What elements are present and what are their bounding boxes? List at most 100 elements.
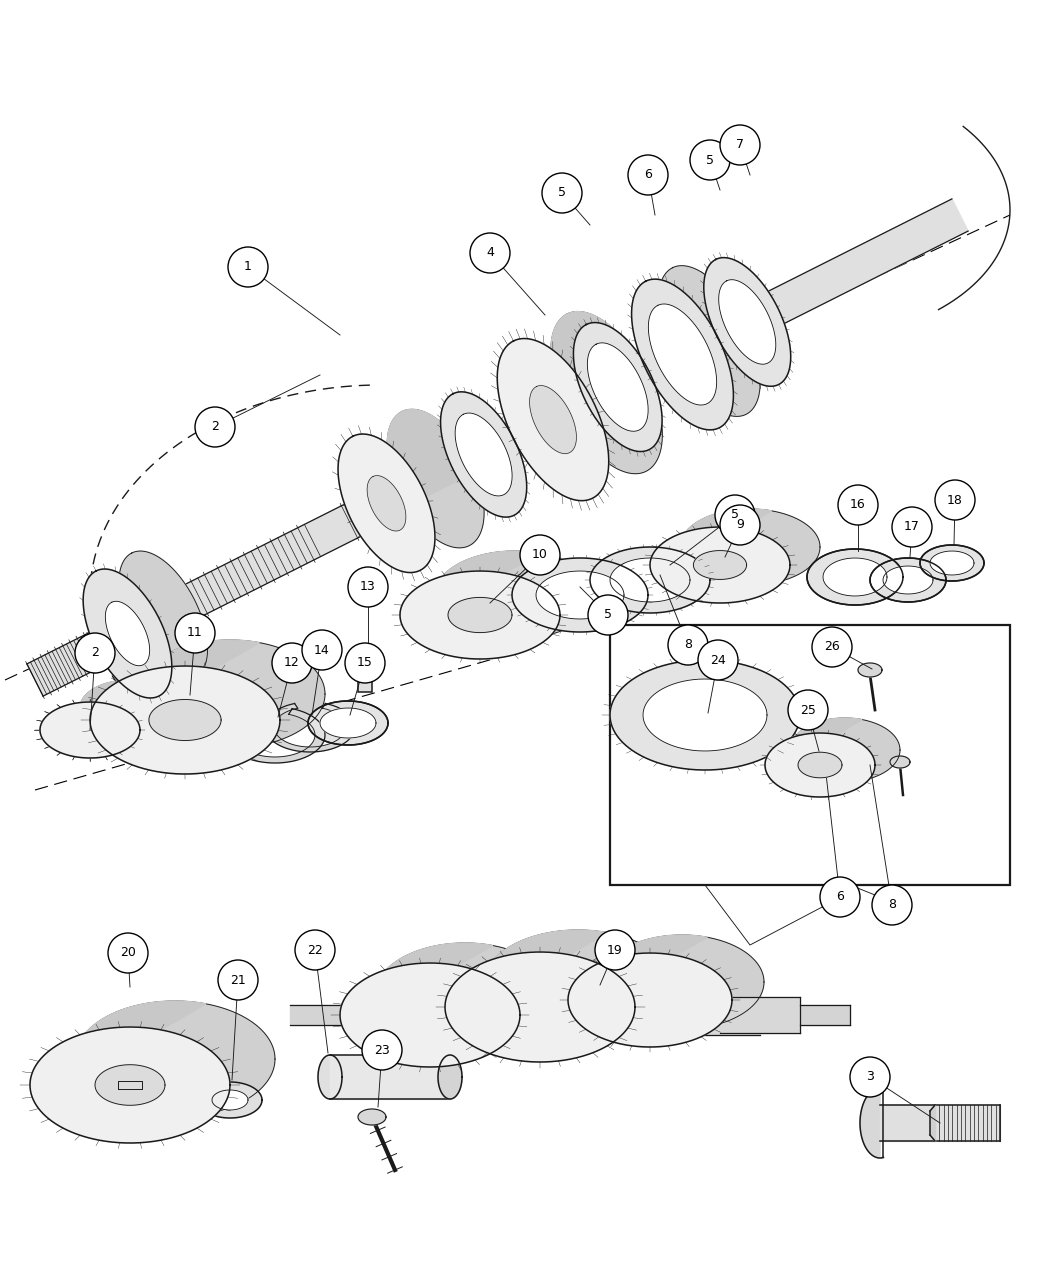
- Polygon shape: [375, 944, 555, 1047]
- Polygon shape: [212, 1090, 248, 1111]
- Polygon shape: [445, 929, 607, 1062]
- Text: 6: 6: [644, 168, 652, 181]
- Polygon shape: [483, 929, 673, 1040]
- Polygon shape: [573, 323, 663, 451]
- Polygon shape: [600, 935, 764, 1029]
- Circle shape: [272, 643, 312, 683]
- Polygon shape: [94, 1065, 165, 1105]
- Circle shape: [788, 690, 828, 731]
- Text: 9: 9: [736, 519, 744, 532]
- Polygon shape: [90, 640, 259, 774]
- Text: 8: 8: [888, 899, 896, 912]
- Polygon shape: [858, 663, 882, 677]
- Polygon shape: [890, 756, 910, 768]
- Polygon shape: [704, 258, 791, 386]
- Polygon shape: [400, 551, 540, 659]
- Polygon shape: [265, 704, 355, 752]
- Polygon shape: [648, 303, 717, 405]
- Polygon shape: [438, 1054, 462, 1099]
- Bar: [358, 652, 372, 692]
- Text: 17: 17: [904, 520, 920, 533]
- Circle shape: [470, 233, 510, 273]
- Polygon shape: [610, 660, 800, 770]
- Text: 1: 1: [244, 260, 252, 274]
- Text: 6: 6: [836, 890, 844, 904]
- Text: 3: 3: [866, 1071, 874, 1084]
- Polygon shape: [512, 558, 648, 632]
- Text: 15: 15: [357, 657, 373, 669]
- Text: 25: 25: [800, 704, 816, 717]
- Polygon shape: [358, 1109, 386, 1125]
- Text: 26: 26: [824, 640, 840, 654]
- Circle shape: [295, 929, 335, 970]
- Circle shape: [628, 156, 668, 195]
- Circle shape: [345, 643, 385, 683]
- Polygon shape: [149, 700, 222, 741]
- Polygon shape: [551, 311, 663, 474]
- Polygon shape: [338, 409, 476, 532]
- Polygon shape: [435, 551, 595, 639]
- Text: 19: 19: [607, 944, 623, 956]
- Text: 16: 16: [850, 499, 866, 511]
- Polygon shape: [135, 640, 326, 748]
- Circle shape: [595, 929, 635, 970]
- Text: 7: 7: [736, 139, 744, 152]
- Text: 4: 4: [486, 246, 494, 260]
- Polygon shape: [568, 935, 708, 1047]
- Circle shape: [588, 595, 628, 635]
- Circle shape: [720, 125, 760, 164]
- Text: 24: 24: [710, 654, 726, 667]
- Polygon shape: [643, 680, 766, 751]
- Polygon shape: [40, 680, 146, 759]
- Polygon shape: [765, 733, 875, 797]
- Circle shape: [228, 247, 268, 287]
- Polygon shape: [225, 709, 326, 762]
- Polygon shape: [823, 558, 887, 595]
- Polygon shape: [102, 1068, 158, 1102]
- Circle shape: [720, 505, 760, 544]
- Polygon shape: [119, 551, 208, 680]
- Polygon shape: [340, 963, 520, 1067]
- Polygon shape: [455, 413, 512, 496]
- Polygon shape: [790, 718, 900, 782]
- Polygon shape: [308, 701, 388, 745]
- Polygon shape: [765, 718, 862, 797]
- Text: 13: 13: [360, 580, 376, 593]
- Circle shape: [520, 536, 560, 575]
- Polygon shape: [75, 1001, 275, 1117]
- Polygon shape: [40, 703, 140, 759]
- Circle shape: [75, 632, 116, 673]
- Polygon shape: [30, 1001, 206, 1142]
- Polygon shape: [80, 680, 180, 736]
- Circle shape: [195, 407, 235, 448]
- Polygon shape: [400, 571, 560, 659]
- Polygon shape: [320, 708, 376, 738]
- Polygon shape: [920, 544, 984, 581]
- Text: 10: 10: [532, 548, 548, 561]
- Polygon shape: [680, 509, 820, 585]
- Polygon shape: [90, 666, 280, 774]
- Text: 2: 2: [211, 421, 219, 434]
- Text: 14: 14: [314, 644, 330, 657]
- Bar: [610, 625, 1010, 885]
- Polygon shape: [870, 558, 946, 602]
- Text: 8: 8: [684, 639, 692, 652]
- Polygon shape: [105, 602, 150, 666]
- Polygon shape: [590, 547, 710, 613]
- Polygon shape: [318, 1054, 342, 1099]
- Polygon shape: [118, 1081, 142, 1089]
- Polygon shape: [340, 944, 492, 1067]
- Polygon shape: [368, 476, 406, 530]
- Polygon shape: [498, 339, 609, 501]
- Circle shape: [872, 885, 912, 924]
- Text: 12: 12: [285, 657, 300, 669]
- Polygon shape: [610, 558, 690, 602]
- Polygon shape: [650, 509, 772, 603]
- Polygon shape: [807, 550, 903, 606]
- Polygon shape: [568, 952, 732, 1047]
- Polygon shape: [693, 551, 747, 579]
- Polygon shape: [30, 1026, 230, 1142]
- Text: 5: 5: [731, 509, 739, 521]
- Text: 5: 5: [558, 186, 566, 199]
- Circle shape: [218, 960, 258, 1000]
